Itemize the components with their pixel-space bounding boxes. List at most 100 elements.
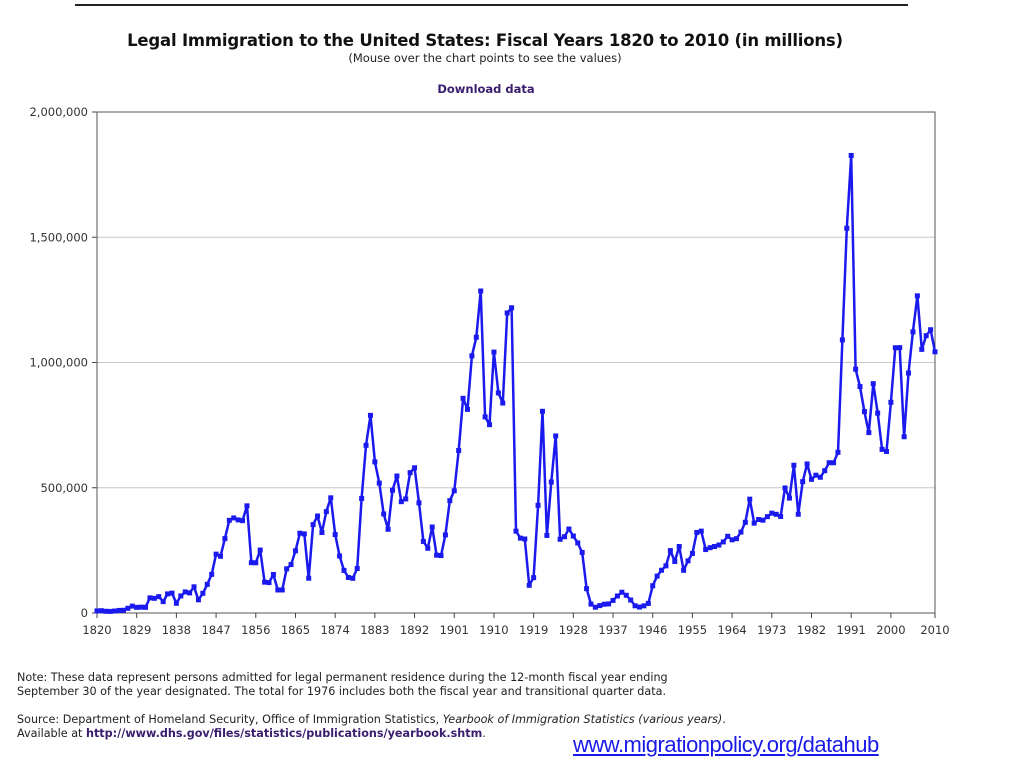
data-point <box>901 434 907 440</box>
chart-source: Source: Department of Homeland Security,… <box>17 713 726 741</box>
data-point <box>756 516 762 522</box>
data-point <box>262 579 268 585</box>
data-point <box>875 410 881 416</box>
y-tick-label: 1,500,000 <box>29 230 88 244</box>
data-point <box>614 593 620 599</box>
data-point <box>491 349 497 355</box>
data-point <box>332 532 338 538</box>
data-point <box>257 547 263 553</box>
data-point <box>636 604 642 610</box>
data-point <box>729 537 735 543</box>
data-point <box>354 565 360 571</box>
data-point <box>200 590 206 596</box>
data-point <box>469 353 475 359</box>
data-point <box>173 600 179 606</box>
data-point <box>681 567 687 573</box>
data-point <box>548 479 554 485</box>
data-point <box>394 473 400 479</box>
data-point <box>831 460 837 466</box>
data-point <box>147 595 153 601</box>
x-tick-label: 1964 <box>717 623 746 637</box>
data-point <box>345 574 351 580</box>
data-point <box>632 603 638 609</box>
data-point <box>919 346 925 352</box>
data-point <box>791 462 797 468</box>
data-point <box>438 553 444 559</box>
y-tick-label: 500,000 <box>40 481 88 495</box>
data-point <box>209 571 215 577</box>
data-point <box>315 513 321 519</box>
data-point <box>182 589 188 595</box>
x-tick-label: 1946 <box>638 623 667 637</box>
data-point <box>217 553 223 559</box>
data-point <box>610 597 616 603</box>
data-point <box>689 550 695 556</box>
data-point <box>764 514 770 520</box>
data-point <box>138 604 144 610</box>
data-point <box>623 592 629 598</box>
data-point <box>398 499 404 505</box>
data-point <box>804 461 810 467</box>
data-point <box>509 305 515 311</box>
data-point <box>853 366 859 372</box>
x-tick-label: 1901 <box>440 623 469 637</box>
x-tick-label: 1910 <box>479 623 508 637</box>
data-point <box>861 409 867 415</box>
data-point <box>129 603 135 609</box>
data-point <box>416 500 422 506</box>
download-data-link[interactable]: Download data <box>437 82 535 96</box>
data-point <box>279 587 285 593</box>
data-point <box>835 449 841 455</box>
plot-area-border <box>96 111 936 614</box>
data-point <box>773 511 779 517</box>
data-point <box>98 608 104 614</box>
data-point <box>248 560 254 566</box>
data-point <box>844 225 850 231</box>
data-point <box>275 587 281 593</box>
source-suffix: . <box>722 713 726 726</box>
data-point <box>381 511 387 517</box>
data-point <box>923 333 929 339</box>
data-point <box>866 430 872 436</box>
x-tick-label: 1955 <box>678 623 707 637</box>
data-point <box>535 502 541 508</box>
data-point <box>451 488 457 494</box>
x-tick-label: 1856 <box>241 623 270 637</box>
data-point <box>883 448 889 454</box>
data-point <box>143 604 149 610</box>
available-suffix: . <box>482 727 486 740</box>
data-point <box>156 594 162 600</box>
data-point <box>795 511 801 517</box>
data-point <box>716 542 722 548</box>
data-point <box>288 562 294 568</box>
data-point <box>513 528 519 534</box>
data-point <box>464 406 470 412</box>
available-prefix: Available at <box>17 727 86 740</box>
data-point <box>425 545 431 551</box>
data-point <box>698 528 704 534</box>
data-point <box>306 575 312 581</box>
data-point <box>134 604 140 610</box>
data-point <box>570 533 576 539</box>
data-point <box>597 603 603 609</box>
data-point <box>94 608 100 614</box>
data-point <box>667 548 673 554</box>
note-line-1: Note: These data represent persons admit… <box>17 671 668 684</box>
x-tick-label: 1892 <box>400 623 429 637</box>
data-point <box>588 601 594 607</box>
data-point <box>169 590 175 596</box>
data-point <box>897 345 903 351</box>
data-point <box>786 495 792 501</box>
x-tick-label: 2000 <box>876 623 905 637</box>
data-point <box>372 459 378 465</box>
data-point <box>403 496 409 502</box>
data-point <box>711 544 717 550</box>
immigration-line-chart: 0 500,000 1,000,000 1,500,000 2,000,000 1820 1… <box>29 105 949 637</box>
data-point <box>910 329 916 335</box>
data-point <box>641 603 647 609</box>
data-point <box>914 293 920 299</box>
data-point <box>447 498 453 504</box>
dhs-yearbook-link[interactable]: http://www.dhs.gov/files/statistics/publ… <box>86 727 483 740</box>
migrationpolicy-datahub-link[interactable]: www.migrationpolicy.org/datahub <box>573 732 879 757</box>
data-point <box>782 485 788 491</box>
